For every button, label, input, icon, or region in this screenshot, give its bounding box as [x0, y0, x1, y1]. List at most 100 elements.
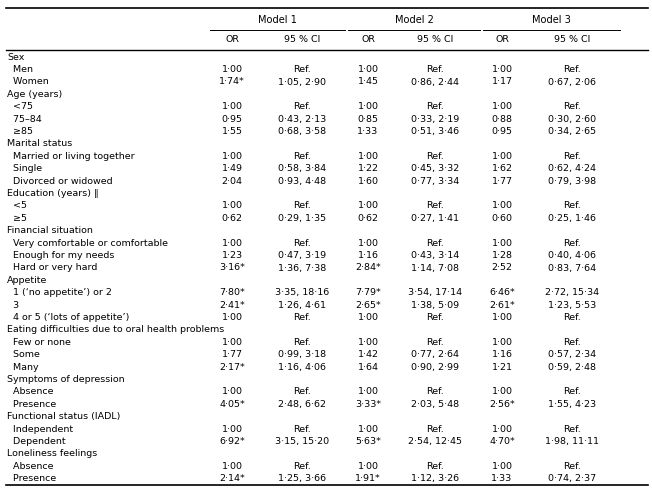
Text: 1·00: 1·00 — [357, 239, 379, 247]
Text: Ref.: Ref. — [293, 239, 311, 247]
Text: 0·62: 0·62 — [357, 214, 379, 223]
Text: 0·51, 3·46: 0·51, 3·46 — [411, 127, 459, 136]
Text: Hard or very hard: Hard or very hard — [7, 263, 97, 273]
Text: Very comfortable or comfortable: Very comfortable or comfortable — [7, 239, 168, 247]
Text: 95 % CI: 95 % CI — [284, 35, 320, 44]
Text: 5·63*: 5·63* — [355, 437, 381, 446]
Text: 0·45, 3·32: 0·45, 3·32 — [411, 164, 459, 174]
Text: 1·62: 1·62 — [492, 164, 512, 174]
Text: OR: OR — [495, 35, 509, 44]
Text: 0·99, 3·18: 0·99, 3·18 — [278, 351, 326, 359]
Text: Ref.: Ref. — [426, 152, 444, 161]
Text: Independent: Independent — [7, 424, 73, 434]
Text: Married or living together: Married or living together — [7, 152, 134, 161]
Text: 1·00: 1·00 — [357, 65, 379, 74]
Text: 1·77: 1·77 — [492, 176, 512, 186]
Text: 1·00: 1·00 — [492, 202, 512, 211]
Text: 2·54, 12·45: 2·54, 12·45 — [408, 437, 462, 446]
Text: 1·49: 1·49 — [222, 164, 243, 174]
Text: 0·77, 3·34: 0·77, 3·34 — [411, 176, 459, 186]
Text: 0·47, 3·19: 0·47, 3·19 — [278, 251, 326, 260]
Text: 1·55, 4·23: 1·55, 4·23 — [548, 400, 596, 409]
Text: 1·00: 1·00 — [357, 103, 379, 111]
Text: Presence: Presence — [7, 474, 56, 483]
Text: 0·60: 0·60 — [492, 214, 512, 223]
Text: 1·16: 1·16 — [492, 351, 512, 359]
Text: 1·00: 1·00 — [357, 424, 379, 434]
Text: 0·43, 2·13: 0·43, 2·13 — [278, 115, 326, 124]
Text: Ref.: Ref. — [426, 239, 444, 247]
Text: Ref.: Ref. — [293, 313, 311, 322]
Text: 2·41*: 2·41* — [219, 301, 245, 310]
Text: Ref.: Ref. — [293, 462, 311, 471]
Text: 0·90, 2·99: 0·90, 2·99 — [411, 363, 459, 372]
Text: 0·62: 0·62 — [222, 214, 243, 223]
Text: Ref.: Ref. — [426, 424, 444, 434]
Text: Ref.: Ref. — [293, 152, 311, 161]
Text: <75: <75 — [7, 103, 33, 111]
Text: Women: Women — [7, 77, 49, 86]
Text: Ref.: Ref. — [563, 424, 581, 434]
Text: 1·38, 5·09: 1·38, 5·09 — [411, 301, 459, 310]
Text: 1·60: 1·60 — [357, 176, 379, 186]
Text: 1·00: 1·00 — [492, 65, 512, 74]
Text: 1·33: 1·33 — [492, 474, 512, 483]
Text: 1·00: 1·00 — [492, 462, 512, 471]
Text: 1·05, 2·90: 1·05, 2·90 — [278, 77, 326, 86]
Text: Ref.: Ref. — [293, 103, 311, 111]
Text: 1·00: 1·00 — [492, 338, 512, 347]
Text: ≥5: ≥5 — [7, 214, 27, 223]
Text: 1·00: 1·00 — [222, 152, 243, 161]
Text: 0·68, 3·58: 0·68, 3·58 — [278, 127, 326, 136]
Text: 2·48, 6·62: 2·48, 6·62 — [278, 400, 326, 409]
Text: ≥85: ≥85 — [7, 127, 33, 136]
Text: 0·40, 4·06: 0·40, 4·06 — [548, 251, 596, 260]
Text: 1·28: 1·28 — [492, 251, 512, 260]
Text: Ref.: Ref. — [293, 424, 311, 434]
Text: 1·17: 1·17 — [492, 77, 512, 86]
Text: OR: OR — [225, 35, 239, 44]
Text: Absence: Absence — [7, 462, 53, 471]
Text: 1·45: 1·45 — [357, 77, 379, 86]
Text: 1·21: 1·21 — [492, 363, 512, 372]
Text: 0·95: 0·95 — [222, 115, 243, 124]
Text: 1·00: 1·00 — [492, 424, 512, 434]
Text: 1·22: 1·22 — [357, 164, 379, 174]
Text: 0·79, 3·98: 0·79, 3·98 — [548, 176, 596, 186]
Text: 1·12, 3·26: 1·12, 3·26 — [411, 474, 459, 483]
Text: 2·17*: 2·17* — [219, 363, 245, 372]
Text: 1·00: 1·00 — [222, 202, 243, 211]
Text: 1·00: 1·00 — [222, 424, 243, 434]
Text: 1·16, 4·06: 1·16, 4·06 — [278, 363, 326, 372]
Text: 1·00: 1·00 — [492, 152, 512, 161]
Text: 0·57, 2·34: 0·57, 2·34 — [548, 351, 596, 359]
Text: 1·00: 1·00 — [357, 313, 379, 322]
Text: 1·00: 1·00 — [492, 239, 512, 247]
Text: 1·14, 7·08: 1·14, 7·08 — [411, 263, 459, 273]
Text: 0·29, 1·35: 0·29, 1·35 — [278, 214, 326, 223]
Text: 0·85: 0·85 — [357, 115, 379, 124]
Text: OR: OR — [361, 35, 375, 44]
Text: 4·05*: 4·05* — [219, 400, 245, 409]
Text: Ref.: Ref. — [426, 202, 444, 211]
Text: 0·62, 4·24: 0·62, 4·24 — [548, 164, 596, 174]
Text: 6·46*: 6·46* — [489, 288, 515, 297]
Text: Financial situation: Financial situation — [7, 226, 93, 235]
Text: Eating difficulties due to oral health problems: Eating difficulties due to oral health p… — [7, 325, 224, 334]
Text: Ref.: Ref. — [426, 65, 444, 74]
Text: 2·61*: 2·61* — [489, 301, 515, 310]
Text: 1·00: 1·00 — [222, 462, 243, 471]
Text: 2·52: 2·52 — [492, 263, 512, 273]
Text: Functional status (IADL): Functional status (IADL) — [7, 412, 121, 422]
Text: Ref.: Ref. — [563, 387, 581, 396]
Text: Ref.: Ref. — [563, 103, 581, 111]
Text: 0·93, 4·48: 0·93, 4·48 — [278, 176, 326, 186]
Text: 1·74*: 1·74* — [219, 77, 245, 86]
Text: 1·25, 3·66: 1·25, 3·66 — [278, 474, 326, 483]
Text: 0·77, 2·64: 0·77, 2·64 — [411, 351, 459, 359]
Text: 1·00: 1·00 — [357, 387, 379, 396]
Text: Symptoms of depression: Symptoms of depression — [7, 375, 125, 384]
Text: 1·00: 1·00 — [222, 338, 243, 347]
Text: 2·72, 15·34: 2·72, 15·34 — [545, 288, 599, 297]
Text: Ref.: Ref. — [563, 152, 581, 161]
